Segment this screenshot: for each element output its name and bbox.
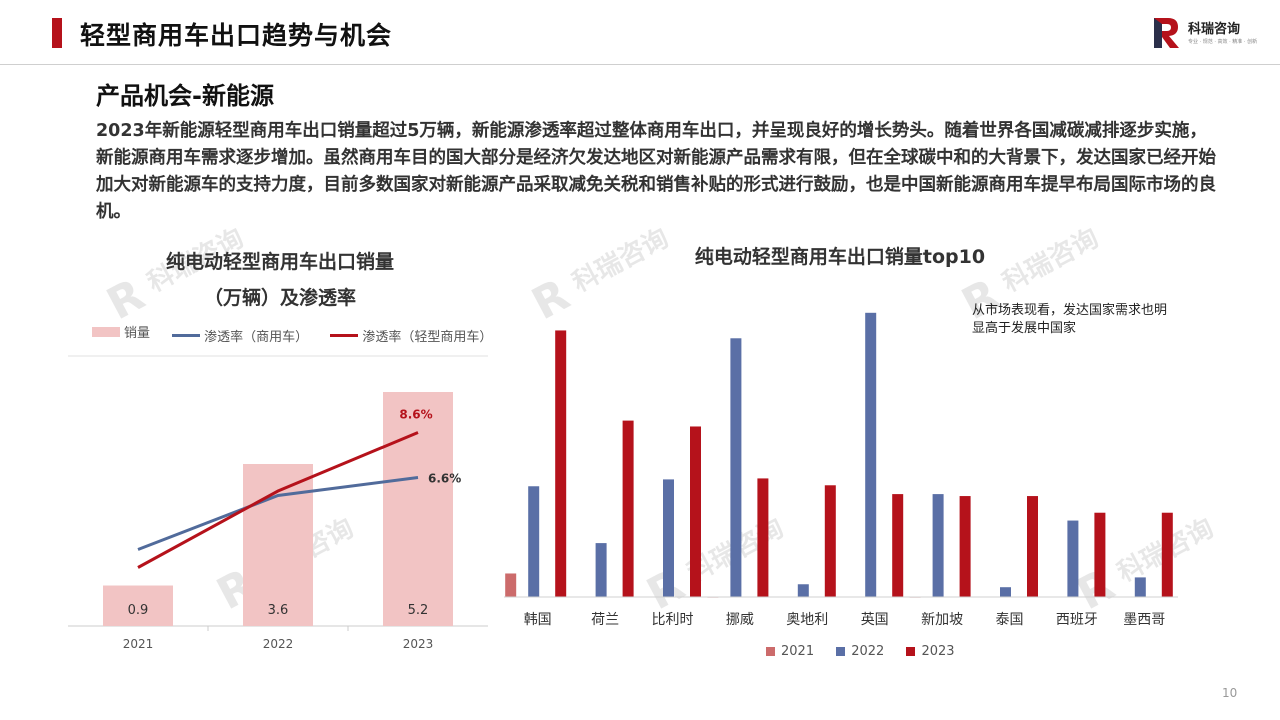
- sales-bar-label-2022: 3.6: [268, 603, 289, 618]
- legend-label-2022: 2022: [851, 644, 885, 659]
- bar-2023-泰国: [1027, 496, 1038, 597]
- company-logo: 科瑞咨询 专业 · 规范 · 高效 · 精准 · 创新: [1152, 14, 1272, 54]
- bar-2023-挪威: [757, 478, 769, 597]
- bar-2022-新加坡: [932, 494, 944, 597]
- x-tick-label-英国: 英国: [861, 611, 889, 628]
- slide-header: 轻型商用车出口趋势与机会 科瑞咨询 专业 · 规范 · 高效 · 精准 · 创新: [0, 0, 1280, 65]
- rate-line-end-label-1: 6.6%: [428, 472, 461, 486]
- sales-bar-label-2021: 0.9: [128, 603, 149, 618]
- legend-item-sales: 销量: [92, 322, 150, 341]
- bar-2023-奥地利: [824, 485, 836, 597]
- legend-swatch-rate-lcv: [330, 333, 359, 337]
- x-tick-label-奥地利: 奥地利: [786, 611, 828, 628]
- x-tick-label-西班牙: 西班牙: [1056, 612, 1098, 628]
- bar-2022-荷兰: [595, 543, 607, 597]
- x-tick-label-荷兰: 荷兰: [591, 612, 619, 628]
- logo-r-icon: [1154, 18, 1179, 48]
- rate-line-end-label-2: 8.6%: [399, 408, 432, 422]
- left-chart-title-line1: 纯电动轻型商用车出口销量: [165, 251, 394, 273]
- legend-item-rate-lcv: 渗透率（轻型商用车）: [330, 326, 492, 345]
- chart-annotation: 从市场表现看，发达国家需求也明显高于发展中国家: [972, 303, 1168, 336]
- intro-paragraph: 2023年新能源轻型商用车出口销量超过5万辆，新能源渗透率超过整体商用车出口，并…: [96, 121, 1216, 222]
- legend-swatch-rate-cv: [172, 333, 201, 337]
- left-chart-plot: 0.9 2021 3.6 2022 5.2 2023 6.6% 8.6%: [68, 355, 488, 651]
- rate-line-2: [137, 431, 419, 569]
- legend-swatch-sales: [92, 326, 120, 337]
- x-tick-label-2021: 2021: [123, 637, 154, 651]
- legend-label-2023: 2023: [921, 644, 955, 659]
- right-chart-legend: 2021 2022 2023: [766, 644, 973, 660]
- x-tick-label-2023: 2023: [403, 637, 434, 651]
- bar-2021-韩国: [505, 573, 517, 597]
- sales-bar-label-2023: 5.2: [408, 603, 429, 618]
- legend-item-2023: 2023: [906, 644, 955, 659]
- x-tick-label-韩国: 韩国: [524, 612, 552, 628]
- legend-item-2022: 2022: [836, 644, 884, 659]
- left-chart-title: 纯电动轻型商用车出口销量 （万辆）及渗透率: [70, 244, 490, 316]
- x-tick-label-比利时: 比利时: [652, 612, 694, 628]
- legend-swatch-2021: [766, 647, 775, 656]
- slide-title: 轻型商用车出口趋势与机会: [80, 21, 393, 50]
- x-tick-label-泰国: 泰国: [996, 612, 1024, 628]
- bar-2023-西班牙: [1094, 512, 1106, 597]
- bar-2023-比利时: [690, 426, 701, 597]
- bar-2022-英国: [865, 312, 877, 597]
- right-chart-title: 纯电动轻型商用车出口销量top10: [694, 246, 986, 268]
- x-tick-label-新加坡: 新加坡: [921, 612, 963, 628]
- bar-2022-泰国: [1000, 587, 1011, 597]
- legend-item-2021: 2021: [766, 644, 814, 659]
- x-tick-label-挪威: 挪威: [726, 612, 754, 628]
- bar-2022-墨西哥: [1134, 577, 1146, 597]
- bar-2022-奥地利: [797, 584, 809, 597]
- bar-2022-西班牙: [1067, 520, 1079, 597]
- legend-swatch-2023: [906, 647, 916, 656]
- header-accent-bar: [52, 18, 62, 48]
- bar-2023-韩国: [555, 330, 567, 597]
- legend-label-rate-cv: 渗透率（商用车）: [204, 329, 309, 345]
- bar-2023-英国: [892, 494, 904, 597]
- legend-swatch-2022: [836, 647, 846, 656]
- bar-2023-新加坡: [959, 496, 971, 597]
- bar-2022-比利时: [663, 479, 674, 597]
- logo-name: 科瑞咨询: [1188, 22, 1241, 37]
- sales-bar-2023: [383, 392, 453, 626]
- legend-label-rate-lcv: 渗透率（轻型商用车）: [362, 329, 493, 345]
- bar-2023-墨西哥: [1161, 512, 1173, 597]
- x-tick-label-墨西哥: 墨西哥: [1123, 612, 1165, 628]
- legend-item-rate-cv: 渗透率（商用车）: [172, 326, 308, 345]
- legend-label-2021: 2021: [781, 644, 815, 659]
- sales-bar-2021: [103, 585, 173, 626]
- x-tick-label-2022: 2022: [263, 637, 294, 651]
- bar-2023-荷兰: [622, 420, 634, 597]
- bar-2022-挪威: [730, 338, 742, 597]
- page-number: 10: [1222, 686, 1238, 700]
- left-chart-legend: 销量 渗透率（商用车） 渗透率（轻型商用车）: [92, 322, 510, 345]
- legend-label-sales: 销量: [124, 326, 151, 341]
- bar-2022-韩国: [528, 486, 540, 597]
- section-title: 产品机会-新能源: [96, 82, 274, 110]
- rate-line-1: [137, 476, 419, 551]
- sales-bar-2022: [243, 464, 313, 626]
- right-chart-plot: 韩国 荷兰 比利时 挪威 奥地利 英国 新加坡 泰国 西班牙 墨西哥: [504, 312, 1178, 628]
- left-chart-title-line2: （万辆）及渗透率: [203, 287, 356, 309]
- logo-tagline: 专业 · 规范 · 高效 · 精准 · 创新: [1188, 39, 1258, 45]
